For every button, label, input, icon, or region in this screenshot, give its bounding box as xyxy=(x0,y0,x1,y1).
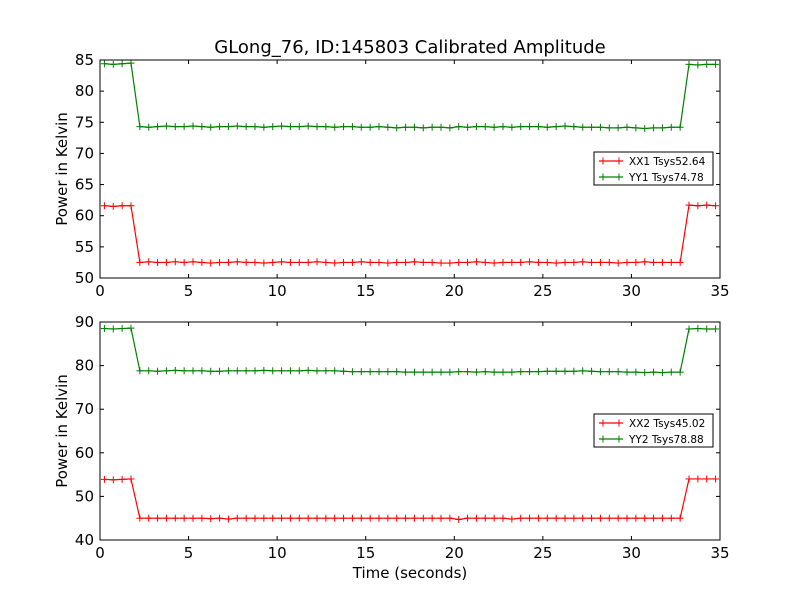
x-axis-label: Time (seconds) xyxy=(352,564,468,582)
series-line-2 xyxy=(104,62,716,130)
y-axis-label: Power in Kelvin xyxy=(53,374,71,488)
legend: XX1 Tsys52.64 YY1 Tsys74.78 xyxy=(593,151,714,186)
series-line-1 xyxy=(104,204,716,264)
x-tick-label: 15 xyxy=(356,282,375,300)
legend-label: XX2 Tsys45.02 xyxy=(629,418,705,430)
x-tick-label: 30 xyxy=(622,544,641,562)
legend: XX2 Tsys45.02 YY2 Tsys78.88 xyxy=(593,413,714,448)
legend-label: YY2 Tsys78.88 xyxy=(628,434,704,446)
y-tick-label: 80 xyxy=(75,82,94,100)
series-line-1 xyxy=(104,478,716,521)
y-tick-label: 75 xyxy=(75,113,94,131)
x-tick-label: 5 xyxy=(184,544,194,562)
x-tick-label: 25 xyxy=(533,544,552,562)
x-tick-label: 25 xyxy=(533,282,552,300)
y-tick-label: 90 xyxy=(75,313,94,331)
x-tick-label: 5 xyxy=(184,282,194,300)
y-axis-label: Power in Kelvin xyxy=(53,112,71,226)
chart-title: GLong_76, ID:145803 Calibrated Amplitude xyxy=(214,37,606,58)
top-axes: 0 5 10 15 20 25 30 35 50 55 60 65 70 75 80 85 Power in K… xyxy=(53,51,730,300)
x-tick-label: 30 xyxy=(622,282,641,300)
x-tick-label: 10 xyxy=(268,544,287,562)
axes-frame xyxy=(99,321,721,541)
y-tick-label: 50 xyxy=(75,269,94,287)
legend-box xyxy=(593,151,714,186)
series-line-2 xyxy=(104,327,716,374)
x-tick-label: 0 xyxy=(95,544,105,562)
y-tick-label: 80 xyxy=(75,357,94,375)
x-tick-label: 15 xyxy=(356,544,375,562)
y-tick-label: 70 xyxy=(75,144,94,162)
x-tick-label: 20 xyxy=(445,282,464,300)
x-tick-label: 35 xyxy=(710,544,729,562)
bottom-axes: 0 5 10 15 20 25 30 35 40 50 60 70 80 90 Power in Kelvi… xyxy=(53,313,730,562)
y-tick-label: 70 xyxy=(75,400,94,418)
y-tick-label: 40 xyxy=(75,531,94,549)
x-tick-label: 0 xyxy=(95,282,105,300)
legend-box xyxy=(593,413,714,448)
y-tick-label: 50 xyxy=(75,487,94,505)
y-tick-label: 65 xyxy=(75,176,94,194)
y-tick-label: 60 xyxy=(75,444,94,462)
y-tick-label: 85 xyxy=(75,51,94,69)
x-tick-label: 35 xyxy=(710,282,729,300)
x-tick-label: 20 xyxy=(445,544,464,562)
axes-frame xyxy=(99,59,721,279)
legend-label: YY1 Tsys74.78 xyxy=(628,172,704,184)
x-tick-label: 10 xyxy=(268,282,287,300)
y-tick-label: 60 xyxy=(75,207,94,225)
y-tick-label: 55 xyxy=(75,238,94,256)
legend-label: XX1 Tsys52.64 xyxy=(629,156,706,168)
